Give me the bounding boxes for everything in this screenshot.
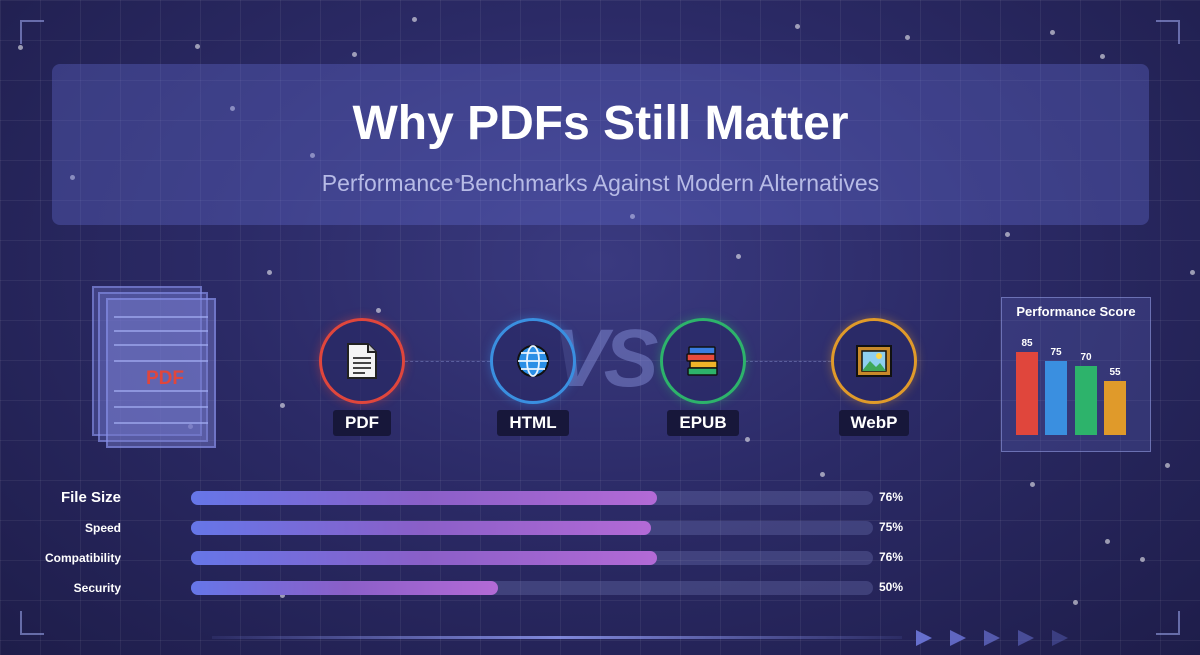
metric-label: Compatibility <box>44 551 121 565</box>
star-dot <box>352 52 357 57</box>
star-dot <box>1073 600 1078 605</box>
metric-label: Security <box>73 581 121 595</box>
metric-track <box>191 491 873 505</box>
title-panel: Why PDFs Still Matter Performance Benchm… <box>52 64 1149 225</box>
performance-bar <box>1075 366 1097 435</box>
star-dot <box>820 472 825 477</box>
star-dot <box>1140 557 1145 562</box>
globe-icon <box>517 345 549 377</box>
format-label: PDF <box>333 410 391 436</box>
corner-bracket-top-left <box>20 20 44 44</box>
performance-score-panel: Performance Score 85 75 70 55 <box>1001 297 1151 452</box>
metric-track <box>191 521 873 535</box>
performance-score-title: Performance Score <box>1016 304 1136 319</box>
metric-percent: 76% <box>879 550 904 564</box>
metric-percent: 76% <box>879 490 904 504</box>
star-dot <box>630 214 635 219</box>
page-title: Why PDFs Still Matter <box>352 97 849 150</box>
star-dot <box>455 178 460 183</box>
star-dot <box>376 308 381 313</box>
star-dot <box>70 175 75 180</box>
performance-bar <box>1045 361 1067 435</box>
star-dot <box>280 403 285 408</box>
star-dot <box>267 270 272 275</box>
performance-bar <box>1104 381 1126 435</box>
connector-line <box>745 361 831 362</box>
star-dot <box>1190 270 1195 275</box>
metric-track <box>191 581 873 595</box>
sheet-line <box>114 330 208 332</box>
metric-percent: 50% <box>879 580 904 594</box>
pdf-document-stack: PDF <box>92 286 228 454</box>
format-ring <box>660 318 746 404</box>
format-pdf: PDF <box>317 318 407 436</box>
arrow-right-icon <box>1018 630 1034 646</box>
metric-track <box>191 551 873 565</box>
format-ring <box>319 318 405 404</box>
arrow-right-icon <box>1052 630 1068 646</box>
format-webp: WebP <box>829 318 919 436</box>
pdf-stack-label: PDF <box>146 368 184 389</box>
star-dot <box>1030 482 1035 487</box>
performance-bar <box>1016 352 1038 435</box>
sheet-line <box>114 316 208 318</box>
metric-fill <box>191 491 657 505</box>
star-dot <box>230 106 235 111</box>
star-dot <box>736 254 741 259</box>
format-epub: EPUB <box>658 318 748 436</box>
performance-bar-value: 70 <box>1080 352 1092 363</box>
performance-bar-value: 75 <box>1050 347 1062 358</box>
metric-label: File Size <box>60 489 121 506</box>
star-dot <box>188 424 193 429</box>
page-subtitle: Performance Benchmarks Against Modern Al… <box>321 170 880 196</box>
performance-bar-value: 55 <box>1109 367 1121 378</box>
star-dot <box>280 593 285 598</box>
arrow-right-icon <box>950 630 966 646</box>
star-dot <box>310 153 315 158</box>
star-dot <box>905 35 910 40</box>
connector-line <box>405 361 490 362</box>
star-dot <box>1005 232 1010 237</box>
star-dot <box>195 44 200 49</box>
star-dot <box>745 437 750 442</box>
star-dot <box>412 17 417 22</box>
sheet-line <box>114 344 208 346</box>
framed-picture-icon <box>856 345 892 377</box>
format-ring <box>831 318 917 404</box>
performance-bar-value: 85 <box>1021 338 1033 349</box>
sheet-line <box>114 422 208 424</box>
format-label: WebP <box>838 410 910 436</box>
corner-bracket-top-right <box>1156 20 1180 44</box>
sheet-line <box>114 390 208 392</box>
arrow-right-icon <box>916 630 932 646</box>
format-ring <box>490 318 576 404</box>
arrow-right-icon <box>984 630 1000 646</box>
books-icon <box>686 346 718 376</box>
format-label: EPUB <box>667 410 739 436</box>
metric-fill <box>191 551 657 565</box>
metric-label: Speed <box>84 521 121 535</box>
format-label: HTML <box>497 410 569 436</box>
corner-bracket-bottom-left <box>20 611 44 635</box>
format-html: HTML <box>488 318 578 436</box>
corner-bracket-bottom-right <box>1156 611 1180 635</box>
metric-percent: 75% <box>879 520 904 534</box>
metric-fill <box>191 521 651 535</box>
sheet-line <box>114 360 208 362</box>
document-icon <box>347 343 377 379</box>
star-dot <box>1165 463 1170 468</box>
sheet-line <box>114 406 208 408</box>
star-dot <box>18 45 23 50</box>
star-dot <box>1100 54 1105 59</box>
metric-fill <box>191 581 498 595</box>
bottom-progress-line <box>212 636 902 639</box>
star-dot <box>795 24 800 29</box>
star-dot <box>1050 30 1055 35</box>
star-dot <box>1105 539 1110 544</box>
